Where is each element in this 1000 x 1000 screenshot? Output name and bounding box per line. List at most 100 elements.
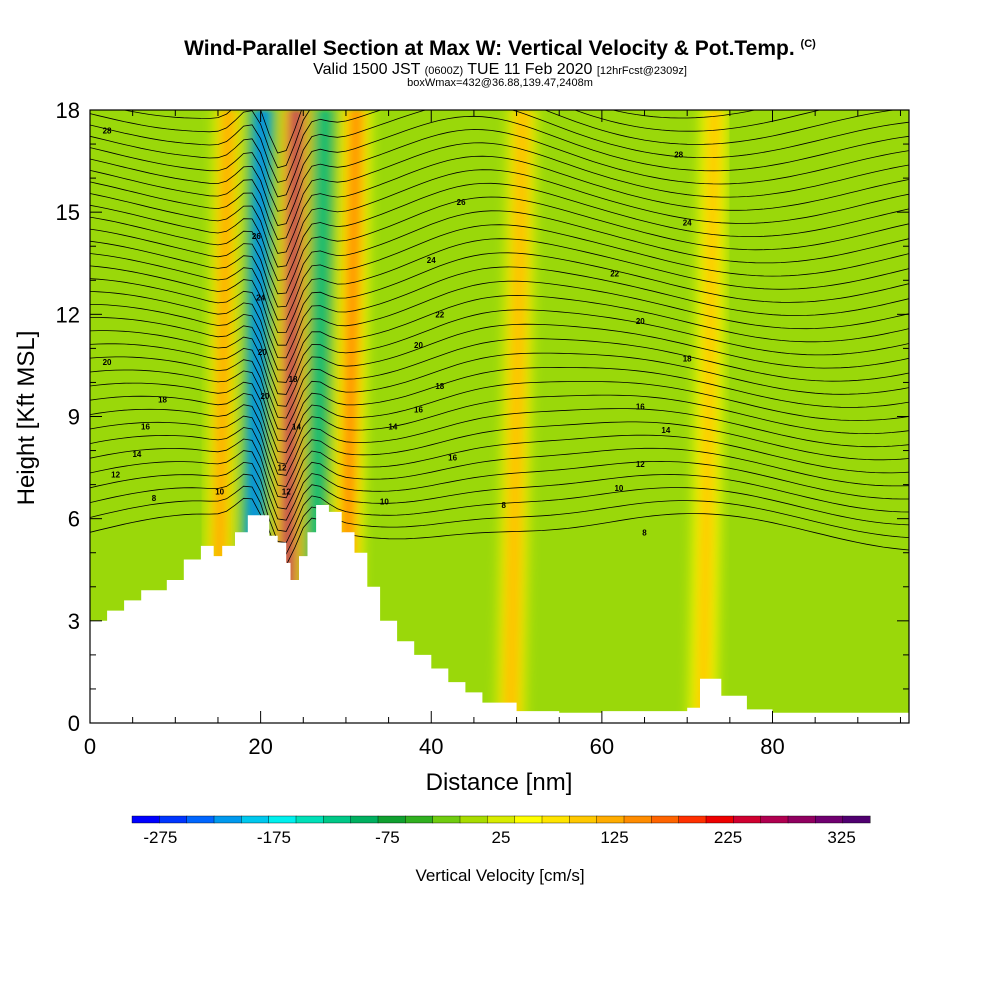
theta-contour-23: [90, 196, 909, 295]
theta-contour-3: [90, 461, 909, 532]
colorbar-swatch: [131, 815, 160, 824]
theta-contour-29: [90, 115, 909, 212]
y-tick-label: 0: [68, 711, 80, 736]
theta-label-32: 14: [661, 426, 670, 435]
plot-area: 28 20 18 16 14 12 8 10 26 24 20 20 18 14 12 12 26 24 22 20 1…: [90, 110, 909, 723]
theta-contour-28: [90, 129, 909, 226]
theta-label-5: 12: [111, 470, 120, 479]
theta-contour-18: [90, 266, 909, 359]
theta-label-31: 16: [636, 402, 645, 411]
theta-label-8: 26: [252, 232, 261, 241]
theta-label-0: 28: [103, 126, 112, 135]
colorbar-swatch: [323, 815, 352, 824]
theta-contour-6: [90, 427, 909, 499]
colorbar-swatch: [651, 815, 680, 824]
theta-label-14: 12: [278, 464, 287, 473]
theta-contour-21: [90, 224, 909, 321]
colorbar-swatch: [815, 815, 844, 824]
y-tick-label: 3: [68, 609, 80, 634]
theta-contour-10: [90, 381, 909, 454]
theta-contour-19: [90, 252, 909, 346]
theta-contour-7: [90, 415, 909, 488]
theta-contour-13: [90, 338, 909, 419]
theta-contour-9: [90, 392, 909, 465]
chart-info: boxWmax=432@36.88,139.47,2408m: [407, 77, 593, 89]
theta-label-35: 8: [642, 528, 647, 537]
theta-label-7: 10: [215, 487, 224, 496]
theta-label-26: 28: [674, 150, 683, 159]
theta-label-2: 18: [158, 395, 167, 404]
theta-label-9: 24: [256, 293, 265, 302]
theta-contour-25: [90, 169, 909, 268]
chart-subtitle: Valid 1500 JST (0600Z) TUE 11 Feb 2020 […: [313, 61, 687, 78]
theta-contour-24: [90, 182, 909, 281]
theta-label-12: 18: [289, 375, 298, 384]
colorbar-swatch: [787, 815, 816, 824]
title-mark: (C): [800, 38, 816, 50]
colorbar-swatch: [432, 815, 461, 824]
theta-label-10: 20: [258, 348, 267, 357]
theta-label-1: 20: [103, 358, 112, 367]
colorbar-swatch: [842, 815, 871, 824]
colorbar: -275 -175 -75 25 125 225 325: [131, 815, 871, 847]
theta-label-3: 16: [141, 423, 150, 432]
colorbar-swatch: [623, 815, 652, 824]
theta-contour-4: [90, 450, 909, 521]
theta-label-17: 24: [427, 256, 436, 265]
colorbar-swatch: [733, 815, 762, 824]
theta-contour-2: [90, 473, 909, 544]
y-axis-label: Height [Kft MSL]: [13, 331, 40, 506]
theta-contour-27: [90, 142, 909, 240]
x-axis: 0 20 40 60 80: [84, 110, 901, 759]
colorbar-swatch: [213, 815, 242, 824]
theta-contour-1: [90, 485, 909, 555]
theta-label-34: 10: [614, 484, 623, 493]
theta-contour-11: [90, 366, 909, 442]
velocity-band-6-level-2: [697, 110, 720, 723]
y-tick-label: 12: [56, 302, 80, 327]
x-tick-label: 80: [760, 734, 784, 759]
theta-contour-5: [90, 438, 909, 510]
x-tick-label: 60: [590, 734, 614, 759]
x-tick-label: 0: [84, 734, 96, 759]
theta-label-23: 16: [448, 453, 457, 462]
colorbar-swatch: [405, 815, 434, 824]
theta-label-29: 20: [636, 317, 645, 326]
colorbar-swatch: [541, 815, 570, 824]
theta-contour-15: [90, 309, 909, 395]
colorbar-swatch: [159, 815, 188, 824]
x-tick-label: 20: [248, 734, 272, 759]
terrain-mask: [90, 505, 909, 723]
theta-contour-31: [90, 110, 897, 183]
theta-label-4: 14: [132, 450, 141, 459]
colorbar-swatch: [459, 815, 488, 824]
colorbar-swatch: [268, 815, 297, 824]
colorbar-swatch: [705, 815, 734, 824]
x-tick-label: 40: [419, 734, 443, 759]
colorbar-tick-label: -275: [143, 828, 177, 847]
colorbar-swatch: [350, 815, 379, 824]
theta-contour-14: [90, 323, 909, 407]
theta-label-25: 8: [502, 501, 507, 510]
theta-label-21: 16: [414, 406, 423, 415]
colorbar-label: Vertical Velocity [cm/s]: [415, 866, 584, 885]
theta-label-15: 12: [282, 487, 291, 496]
theta-contour-26: [90, 155, 909, 254]
theta-label-13: 14: [292, 423, 301, 432]
theta-contour-16: [90, 295, 909, 383]
theta-contour-20: [90, 238, 909, 334]
colorbar-swatch: [241, 815, 270, 824]
colorbar-swatch: [186, 815, 215, 824]
colorbar-swatch: [678, 815, 707, 824]
theta-contour-8: [90, 404, 909, 476]
colorbar-swatch: [377, 815, 406, 824]
colorbar-tick-label: 25: [492, 828, 511, 847]
x-axis-label: Distance [nm]: [426, 769, 573, 796]
velocity-band-5-level-2: [505, 110, 528, 723]
colorbar-swatch: [596, 815, 625, 824]
theta-label-28: 22: [610, 269, 619, 278]
y-tick-label: 9: [68, 405, 80, 430]
chart-title: Wind-Parallel Section at Max W: Vertical…: [184, 37, 816, 60]
theta-label-22: 14: [388, 423, 397, 432]
